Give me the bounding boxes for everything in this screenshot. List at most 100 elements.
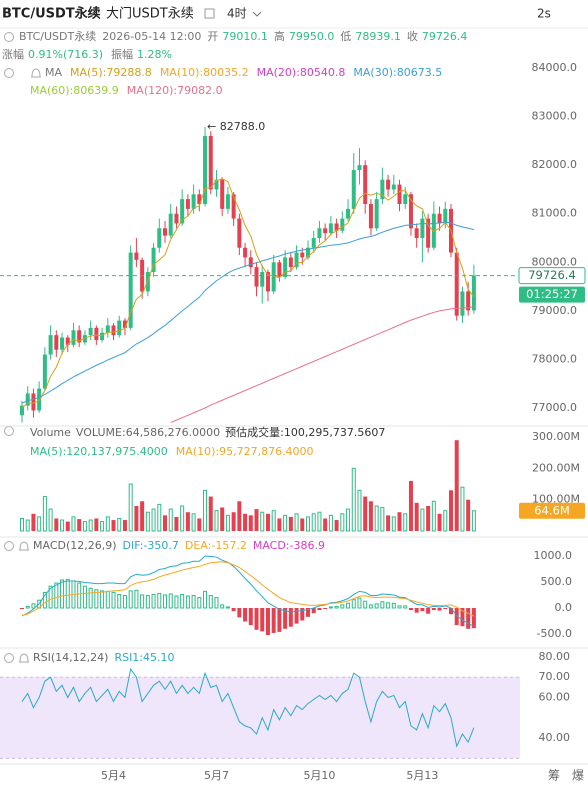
- volume-bar: [420, 508, 425, 532]
- candle-body: [380, 179, 385, 200]
- y-tick-label: 78000.0: [532, 352, 578, 365]
- macd-bar: [140, 594, 145, 609]
- candle-body: [346, 208, 351, 219]
- y-tick-label: 81000.0: [532, 207, 578, 220]
- max-annotation: ← 82788.0: [207, 120, 265, 133]
- macd-bar: [65, 578, 70, 609]
- footer-tool[interactable]: 爆: [572, 769, 584, 783]
- candle-body: [340, 218, 345, 231]
- footer-tool[interactable]: 筹: [548, 769, 560, 783]
- macd-bar: [237, 607, 242, 618]
- macd-line: [21, 555, 475, 627]
- bell-icon[interactable]: [19, 541, 29, 551]
- volume-bar: [346, 508, 351, 532]
- info-value: 1.28%: [137, 48, 172, 61]
- y-tick-label: 84000.0: [532, 61, 578, 74]
- volume-bar: [191, 513, 196, 532]
- countdown: 01:25:27: [526, 287, 578, 301]
- volume-bar: [306, 516, 310, 532]
- candle-body: [294, 252, 299, 268]
- candle-body: [220, 179, 225, 209]
- macd-bar: [426, 607, 431, 614]
- macd-bar: [48, 585, 53, 609]
- legend-title: MACD(12,26,9): [33, 539, 117, 552]
- macd-bar: [111, 591, 116, 609]
- candle-body: [77, 330, 82, 343]
- candle-body: [334, 223, 339, 231]
- volume-bar: [328, 514, 333, 532]
- edit-icon[interactable]: [204, 8, 215, 19]
- macd-bar: [403, 605, 408, 609]
- macd-bar: [25, 605, 30, 609]
- volume-bar: [260, 511, 265, 532]
- candle-body: [403, 194, 408, 205]
- candle-body: [48, 335, 53, 355]
- macd-bar: [357, 597, 362, 609]
- volume-bar: [203, 489, 208, 532]
- macd-bar: [306, 607, 310, 617]
- x-tick-label: 5月7: [204, 769, 229, 782]
- candle-body: [174, 213, 179, 224]
- macd-bar: [105, 590, 110, 609]
- legend-entry: MACD:-386.9: [253, 539, 325, 552]
- volume-bar: [231, 512, 236, 531]
- candle-body: [317, 228, 322, 239]
- ma-line: [170, 306, 474, 424]
- y-tick-label: 60.00: [539, 690, 571, 703]
- macd-bar: [454, 607, 459, 626]
- macd-bar: [271, 607, 276, 633]
- macd-bar: [151, 593, 156, 609]
- y-tick-label: 100.00M: [532, 493, 580, 506]
- candle-body: [374, 199, 379, 229]
- eye-icon[interactable]: [4, 541, 14, 551]
- volume-bar: [340, 513, 345, 532]
- volume-bar: [466, 499, 471, 531]
- candle-body: [357, 165, 362, 171]
- volume-bar: [277, 518, 282, 531]
- refresh-rate[interactable]: 2s: [537, 7, 551, 21]
- y-tick-label: 500.0: [541, 575, 573, 588]
- macd-bar: [300, 607, 305, 621]
- volume-bar: [185, 512, 190, 531]
- macd-bar: [460, 607, 465, 627]
- y-tick-label: 300.00M: [532, 430, 580, 443]
- ma-line: [21, 221, 474, 404]
- volume-bar: [243, 513, 248, 531]
- volume-bar: [37, 516, 42, 532]
- candle-body: [37, 388, 42, 411]
- y-tick-label: 80.00: [539, 650, 571, 663]
- info-label: 涨幅: [2, 48, 24, 61]
- macd-bar: [283, 607, 288, 629]
- volume-bar: [134, 505, 139, 531]
- macd-bar: [100, 590, 105, 609]
- x-tick-label: 5月10: [303, 769, 335, 782]
- volume-bar: [174, 516, 179, 531]
- macd-bar: [288, 607, 293, 627]
- volume-bar: [220, 507, 225, 531]
- candle-body: [283, 257, 288, 277]
- interval-chevron[interactable]: [252, 11, 262, 17]
- macd-bar: [145, 595, 150, 609]
- candle-body: [168, 213, 173, 236]
- candle-body: [471, 275, 476, 311]
- candle-body: [426, 218, 431, 248]
- eye-icon[interactable]: [4, 653, 14, 663]
- candle-body: [288, 257, 293, 268]
- macd-bar: [220, 604, 225, 609]
- volume-bar: [288, 516, 293, 531]
- candle-body: [397, 184, 402, 205]
- eye-icon[interactable]: [4, 68, 14, 78]
- bell-icon[interactable]: [31, 68, 41, 78]
- macd-line: [21, 561, 475, 617]
- eye-icon[interactable]: [4, 32, 14, 42]
- macd-bar: [471, 607, 476, 629]
- macd-bar: [323, 607, 328, 610]
- macd-bar: [208, 595, 213, 609]
- y-tick-label: -500.0: [537, 627, 572, 640]
- interval[interactable]: 4时: [227, 7, 247, 21]
- symbol[interactable]: BTC/USDT永续: [2, 6, 101, 22]
- candle-body: [42, 354, 47, 389]
- bell-icon[interactable]: [19, 653, 29, 663]
- rsi-band: [0, 677, 520, 759]
